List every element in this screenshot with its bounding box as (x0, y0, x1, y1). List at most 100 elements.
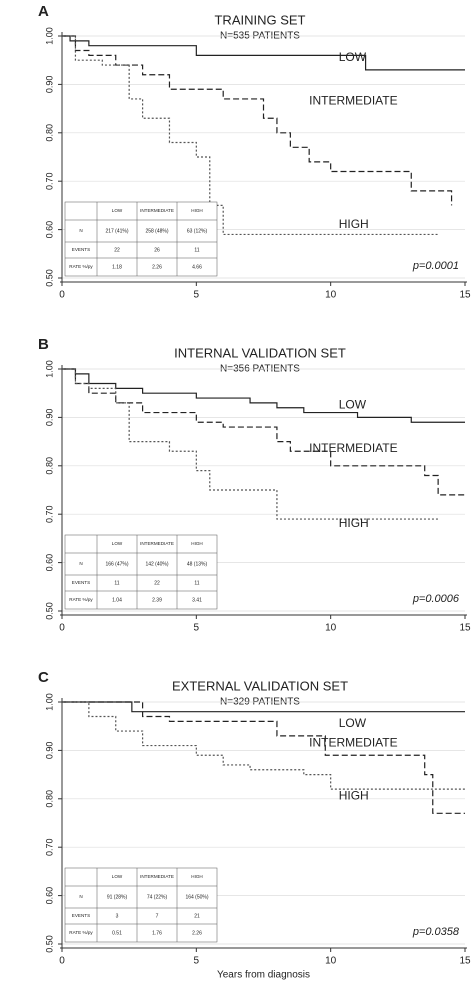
curve-label: LOW (339, 50, 367, 64)
table-cell: 0.51 (112, 930, 122, 936)
y-tick-label: 0.90 (44, 409, 54, 427)
y-tick-label: 1.00 (44, 360, 54, 378)
table-cell: 4.66 (192, 264, 202, 270)
km-curve (62, 368, 465, 423)
table-cell: 1.04 (112, 597, 122, 603)
table-frame (64, 201, 218, 277)
table-row-label: EVENTS (72, 580, 90, 585)
table-row-label: RATE %/py (69, 264, 93, 269)
table-cell: 63 (12%) (187, 228, 208, 234)
y-tick-label: 0.80 (44, 790, 54, 808)
table-cell: 258 (48%) (145, 228, 168, 234)
curve-label: LOW (339, 716, 367, 730)
table-cell: 22 (154, 580, 160, 586)
curve-label: INTERMEDIATE (309, 441, 397, 455)
table-row-label: RATE %/py (69, 930, 93, 935)
km-curve (62, 35, 465, 71)
y-tick-label: 0.60 (44, 554, 54, 572)
x-tick-label: 5 (194, 956, 200, 967)
km-curve (62, 701, 465, 814)
y-tick-label: 0.80 (44, 124, 54, 142)
curve-label: HIGH (339, 516, 369, 530)
table-row-label: EVENTS (72, 913, 90, 918)
x-tick-label: 15 (459, 290, 471, 301)
km-curve (62, 368, 465, 496)
y-tick-label: 0.90 (44, 742, 54, 760)
km-curve (62, 701, 465, 713)
table-cell: 74 (22%) (147, 894, 168, 900)
km-curve (62, 701, 465, 790)
table-header: INTERMEDIATE (140, 208, 174, 213)
x-tick-label: 10 (325, 956, 337, 967)
table-cell: 217 (41%) (105, 228, 128, 234)
table-cell: 11 (114, 580, 119, 586)
chart-title: EXTERNAL VALIDATION SET (172, 678, 348, 693)
x-tick-label: 15 (459, 623, 471, 634)
table-cell: 91 (28%) (107, 894, 128, 900)
table-cell: 2.26 (152, 264, 162, 270)
table-header: HIGH (191, 208, 202, 213)
table-row-label: N (79, 228, 82, 233)
curve-label: HIGH (339, 217, 369, 231)
x-tick-label: 0 (59, 623, 65, 634)
p-value: p=0.0001 (412, 260, 459, 272)
x-tick-label: 0 (59, 290, 65, 301)
y-tick-label: 0.60 (44, 221, 54, 239)
table-frame (64, 534, 218, 610)
y-tick-label: 0.50 (44, 935, 54, 953)
table-cell: 11 (194, 580, 199, 586)
table-cell: 166 (47%) (105, 561, 128, 567)
table-cell: 26 (154, 247, 160, 253)
table-header: LOW (112, 208, 123, 213)
y-tick-label: 0.60 (44, 887, 54, 905)
y-tick-label: 0.70 (44, 838, 54, 856)
table-cell: 164 (50%) (185, 894, 208, 900)
table-cell: 2.26 (192, 930, 202, 936)
table-cell: 48 (13%) (187, 561, 208, 567)
curve-label: LOW (339, 397, 367, 411)
y-tick-label: 0.50 (44, 269, 54, 287)
table-header: HIGH (191, 541, 202, 546)
km-curve (62, 35, 439, 236)
p-value: p=0.0358 (412, 926, 460, 938)
x-tick-label: 5 (194, 290, 200, 301)
curve-label: INTERMEDIATE (309, 735, 397, 749)
table-row-label: N (79, 894, 82, 899)
y-tick-label: 0.70 (44, 172, 54, 190)
x-tick-label: 10 (325, 290, 337, 301)
y-tick-label: 0.90 (44, 76, 54, 94)
table-cell: 22 (114, 247, 120, 253)
x-tick-label: 10 (325, 623, 337, 634)
table-cell: 142 (40%) (145, 561, 168, 567)
table-cell: 2.39 (152, 597, 162, 603)
chart-title: TRAINING SET (214, 12, 305, 27)
panel-label: B (38, 336, 49, 353)
chart-title: INTERNAL VALIDATION SET (174, 345, 346, 360)
table-header: INTERMEDIATE (140, 541, 174, 546)
table-header: INTERMEDIATE (140, 874, 174, 879)
y-tick-label: 0.50 (44, 602, 54, 620)
p-value: p=0.0006 (412, 593, 460, 605)
table-row-label: EVENTS (72, 247, 90, 252)
table-cell: 7 (156, 913, 159, 919)
panel-label: A (38, 3, 49, 20)
table-cell: 3.41 (192, 597, 202, 603)
y-tick-label: 0.80 (44, 457, 54, 475)
y-tick-label: 1.00 (44, 27, 54, 45)
y-tick-label: 1.00 (44, 693, 54, 711)
table-row-label: N (79, 561, 82, 566)
panel-label: C (38, 669, 49, 686)
curve-label: INTERMEDIATE (309, 94, 397, 108)
km-curve (62, 35, 453, 206)
table-header: LOW (112, 541, 123, 546)
table-cell: 1.76 (152, 930, 162, 936)
table-cell: 21 (194, 913, 200, 919)
y-tick-label: 0.70 (44, 505, 54, 523)
x-tick-label: 15 (459, 956, 471, 967)
x-tick-label: 0 (59, 956, 65, 967)
x-tick-label: 5 (194, 623, 200, 634)
